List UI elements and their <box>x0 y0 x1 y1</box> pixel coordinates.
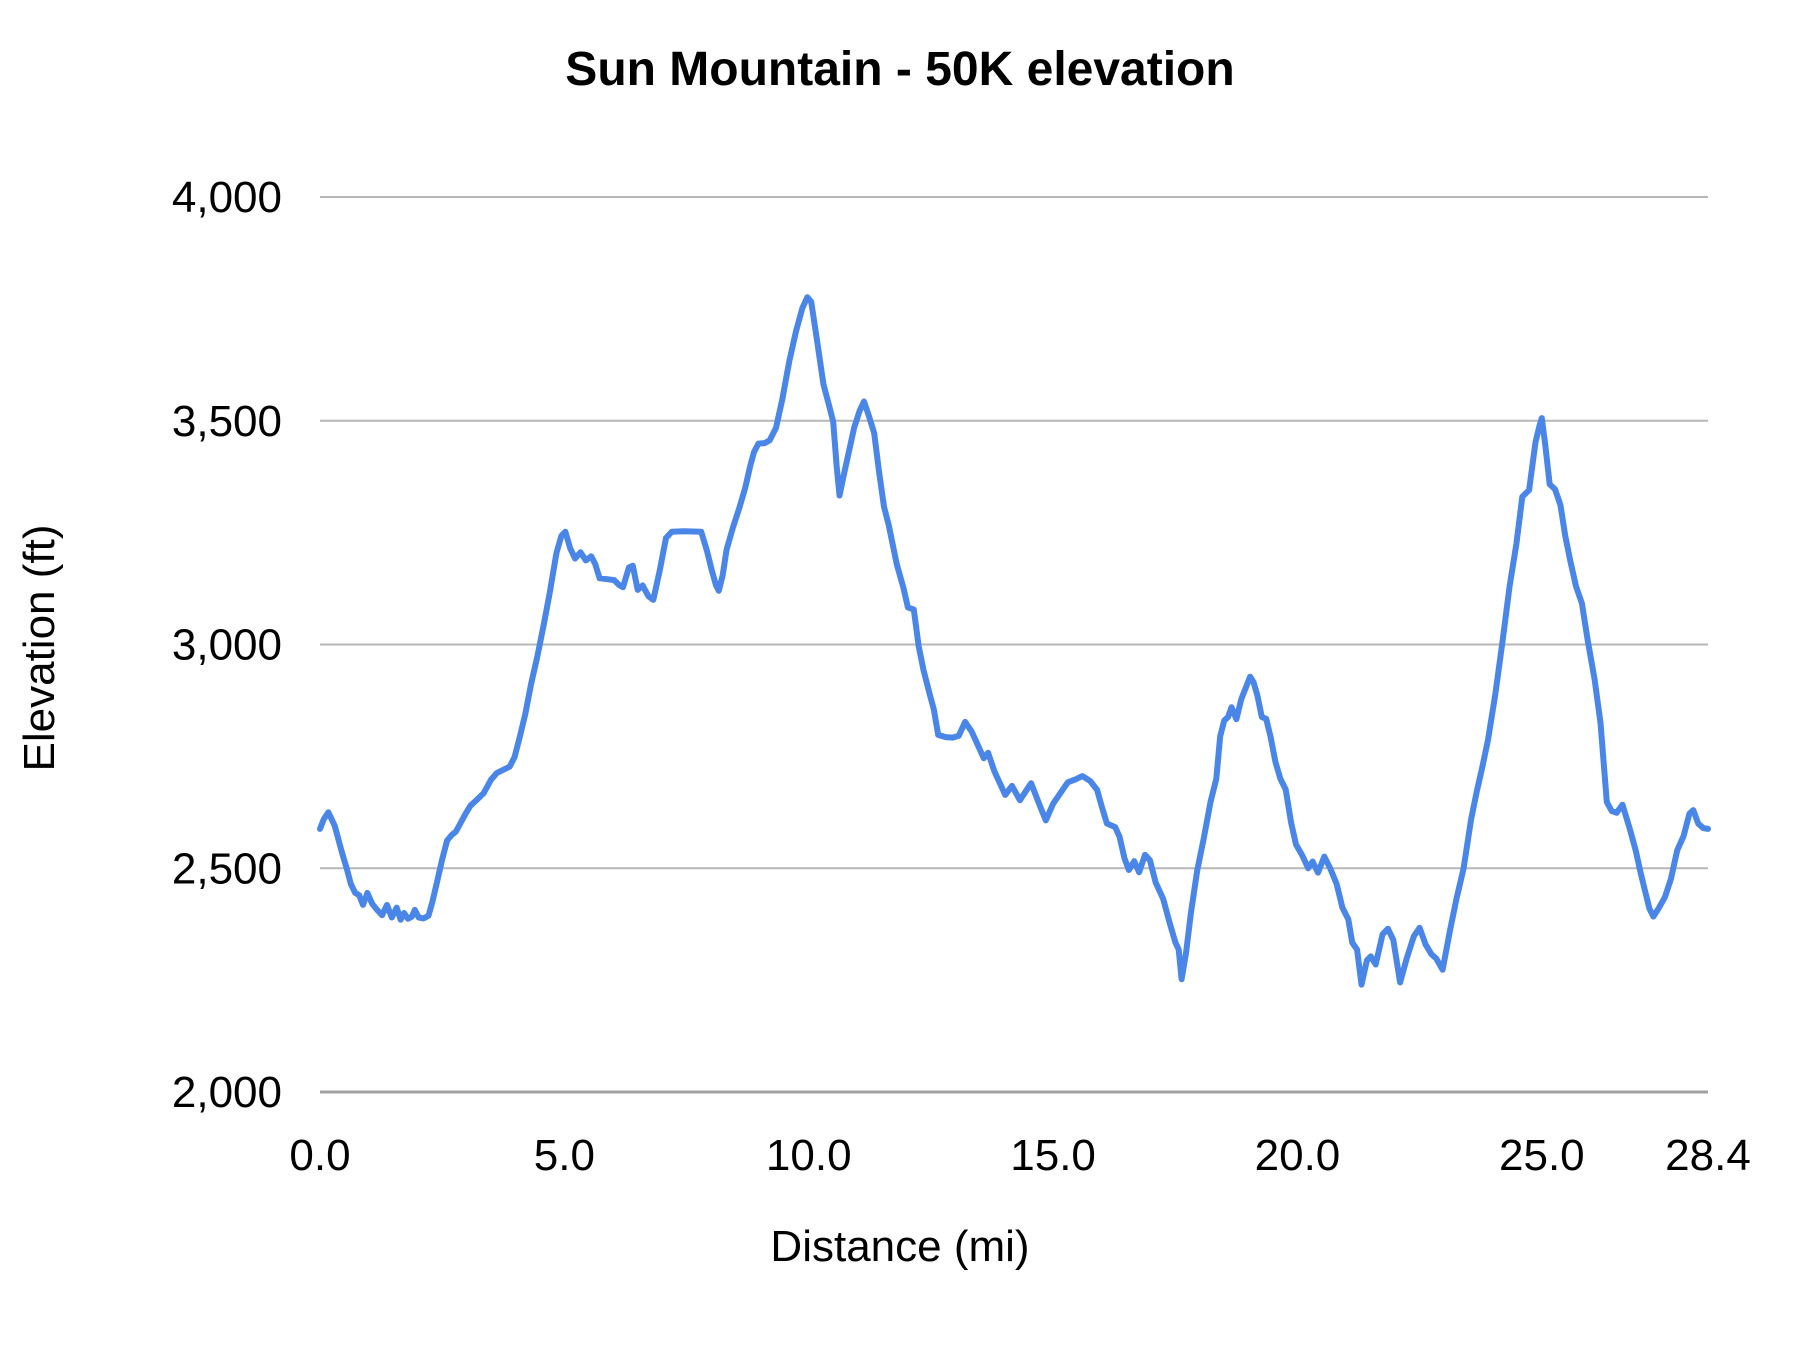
x-tick-label: 10.0 <box>766 1131 852 1180</box>
x-tick-label: 28.4 <box>1665 1131 1751 1180</box>
x-tick-label: 0.0 <box>289 1131 350 1180</box>
chart-title: Sun Mountain - 50K elevation <box>565 43 1235 96</box>
elevation-line <box>317 294 1711 988</box>
x-tick-label: 5.0 <box>534 1131 595 1180</box>
y-tick-label: 3,500 <box>172 397 282 446</box>
y-tick-label: 2,500 <box>172 844 282 893</box>
x-tick-label: 15.0 <box>1010 1131 1096 1180</box>
y-tick-label: 2,000 <box>172 1068 282 1117</box>
x-tick-label: 20.0 <box>1255 1131 1341 1180</box>
y-tick-label: 4,000 <box>172 173 282 222</box>
y-tick-label: 3,000 <box>172 621 282 670</box>
x-tick-label: 25.0 <box>1499 1131 1585 1180</box>
x-axis-title: Distance (mi) <box>770 1222 1030 1271</box>
